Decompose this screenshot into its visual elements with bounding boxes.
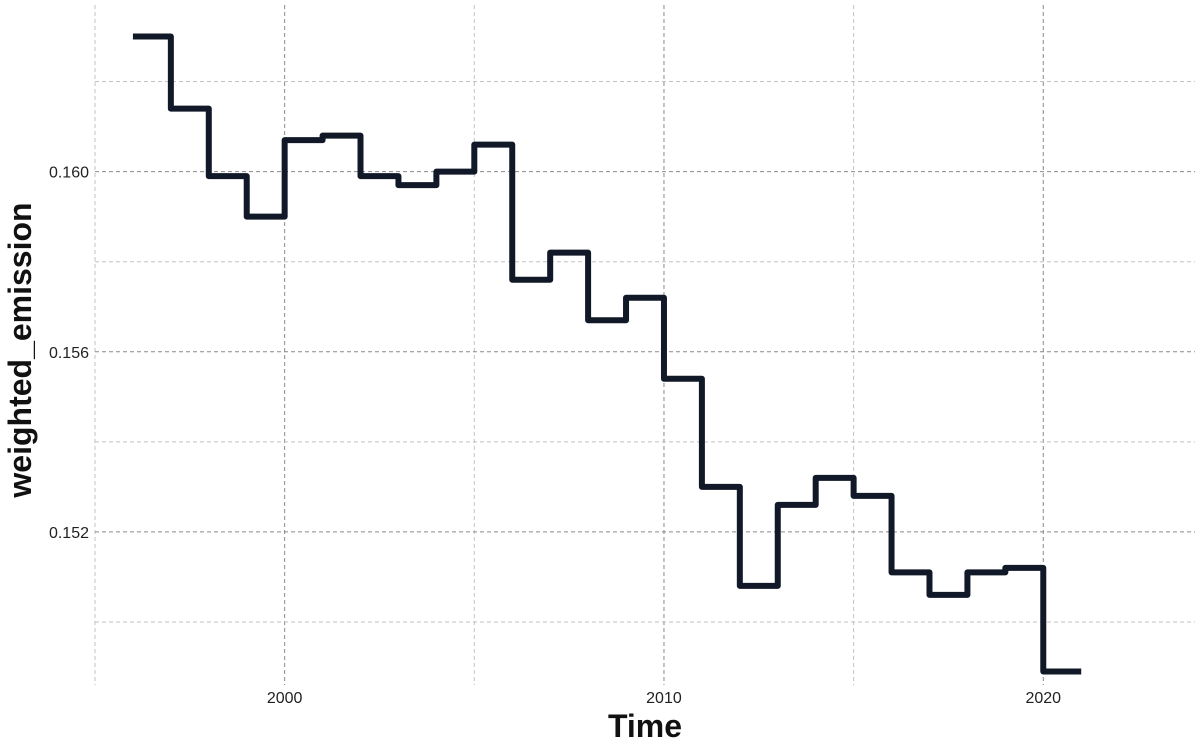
series — [132, 33, 1082, 675]
tick-labels: 2000 2010 2020 0.152 0.156 0.160 — [49, 165, 1061, 707]
x-tick-label: 2010 — [646, 690, 682, 707]
y-axis-title: weighted_emission — [2, 202, 38, 498]
x-axis-title: Time — [608, 708, 682, 744]
grid — [94, 5, 1195, 685]
y-tick-label: 0.152 — [49, 525, 89, 542]
y-tick-label: 0.156 — [49, 345, 89, 362]
y-tick-label: 0.160 — [49, 165, 89, 182]
x-tick-label: 2020 — [1025, 690, 1061, 707]
x-tick-label: 2000 — [267, 690, 303, 707]
series-line — [132, 33, 1082, 675]
